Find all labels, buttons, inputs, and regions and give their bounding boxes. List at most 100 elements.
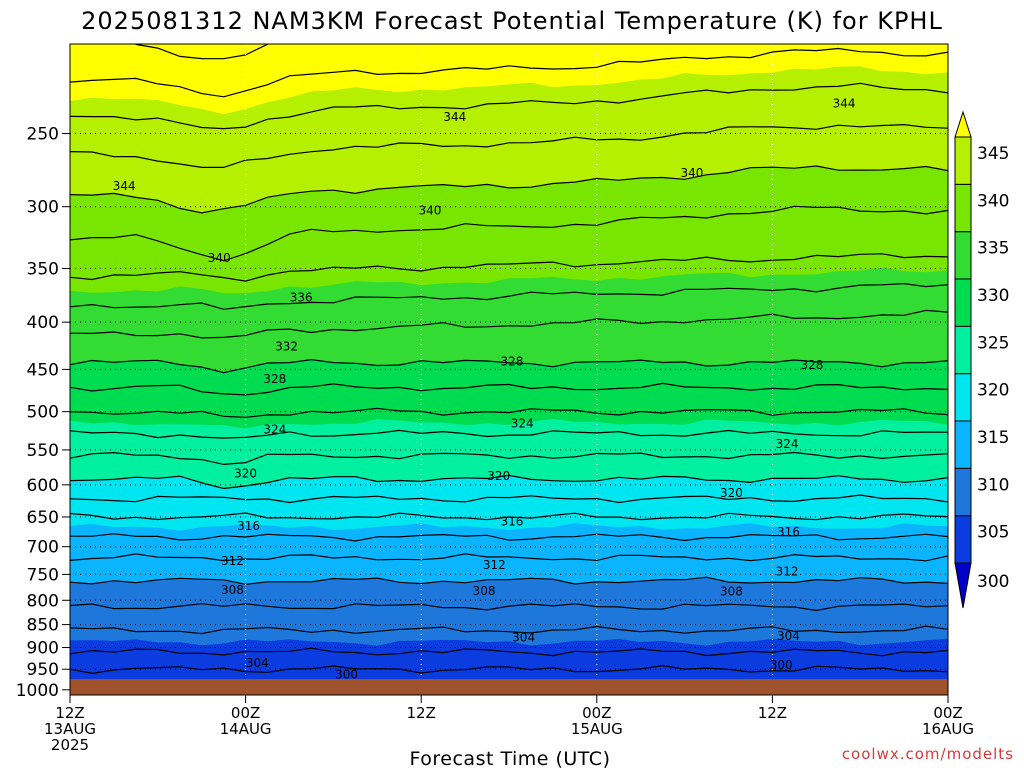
contour-label: 340	[680, 166, 703, 180]
isentrope-line	[70, 533, 949, 542]
x-tick-label: 15AUG	[571, 720, 623, 738]
colorbar-segment	[954, 467, 972, 517]
isentrope-line	[69, 358, 949, 374]
x-tick-label: 12Z	[55, 704, 84, 722]
colorbar-segment	[954, 136, 972, 185]
y-tick-label: 250	[27, 125, 59, 145]
isentrope-line	[69, 494, 949, 504]
y-tick-label: 800	[27, 591, 59, 611]
credit-text: coolwx.com/modelts	[842, 745, 1014, 763]
x-tick-label: 2025	[51, 736, 89, 754]
contour-lines	[69, 43, 949, 675]
contour-label: 308	[221, 583, 244, 597]
isentrope-line	[69, 407, 949, 419]
isentrope-line	[69, 382, 949, 396]
y-tick-label: 700	[27, 538, 59, 558]
isentrope-line	[69, 309, 949, 339]
contour-label: 320	[487, 469, 510, 483]
contour-label: 300	[335, 668, 358, 682]
isentrope-line	[69, 603, 949, 612]
contour-label: 324	[263, 423, 286, 437]
contour-label: 308	[720, 585, 743, 599]
y-tick-label: 500	[27, 403, 59, 423]
y-tick-label: 350	[27, 260, 59, 280]
colorbar-segment	[954, 420, 972, 469]
contour-label: 316	[500, 514, 523, 528]
isentrope-line	[69, 282, 949, 310]
y-tick-label: 400	[27, 313, 59, 333]
contour-label: 324	[511, 417, 534, 431]
y-tick-label: 900	[27, 639, 59, 659]
x-tick-label: 13AUG	[44, 720, 96, 738]
y-tick-label: 1000	[16, 681, 59, 701]
contour-label: 332	[275, 339, 298, 353]
colorbar-label: 330	[977, 286, 1009, 306]
contour-label: 312	[483, 558, 506, 572]
contour-label: 304	[777, 629, 800, 643]
x-tick-label: 16AUG	[922, 720, 974, 738]
colorbar-label: 315	[977, 428, 1009, 448]
y-tick-label: 650	[27, 508, 59, 528]
contour-label: 324	[776, 437, 799, 451]
colorbar-segment	[954, 325, 972, 375]
contour-label: 320	[234, 466, 257, 480]
contour-label: 340	[208, 251, 231, 265]
colorbar-segment	[954, 183, 972, 233]
colorbar-label: 320	[977, 381, 1009, 401]
filled-contour-bands	[70, 44, 948, 679]
isentrope-line	[69, 165, 949, 214]
colorbar-label: 305	[977, 523, 1009, 543]
contour-label: 344	[443, 110, 466, 124]
x-axis-title: Forecast Time (UTC)	[410, 748, 611, 768]
colorbar-extend-max	[954, 110, 972, 138]
contour-label: 344	[833, 97, 856, 111]
colorbar-label: 310	[977, 475, 1009, 495]
isentrope-line	[69, 123, 949, 168]
y-tick-label: 750	[27, 565, 59, 585]
y-tick-label: 550	[27, 441, 59, 461]
contour-labels: 344 344 344 340 340 340 336 332 328 328 328 324 324 3…	[113, 97, 856, 682]
contour-label: 320	[720, 486, 743, 500]
colorbar-segment	[954, 278, 972, 327]
isentrope-line	[69, 451, 949, 466]
isentrope-line	[69, 664, 949, 675]
isentrope-line	[69, 429, 949, 439]
isentrope-line	[69, 205, 949, 262]
colorbar: 345 340 335 330 325 320 315 310 305 300	[954, 110, 1009, 609]
isentrope-line	[69, 576, 949, 585]
contour-label: 304	[246, 656, 269, 670]
x-tick-label: 12Z	[758, 704, 787, 722]
chart-title: 2025081312 NAM3KM Forecast Potential Tem…	[81, 7, 943, 35]
y-tick-label: 450	[27, 360, 59, 380]
colorbar-label: 335	[977, 239, 1009, 259]
y-axis: 250 300 350 400 450 500 550 600 650 700 750 800 850 9…	[16, 125, 70, 701]
contour-label: 308	[473, 584, 496, 598]
x-tick-label: 00Z	[933, 704, 962, 722]
y-tick-label: 850	[27, 616, 59, 636]
contour-label: 340	[419, 204, 442, 218]
colorbar-label: 325	[977, 333, 1009, 353]
contour-label: 328	[500, 354, 523, 368]
colorbar-segment	[954, 373, 972, 422]
contour-label: 328	[263, 372, 286, 386]
isentrope-line	[69, 647, 949, 657]
isentrope-line	[69, 625, 949, 635]
isentrope-line	[69, 47, 949, 98]
x-tick-label: 12Z	[407, 704, 436, 722]
contour-label: 328	[800, 358, 823, 372]
colorbar-label: 340	[977, 191, 1009, 211]
contour-label: 304	[512, 631, 535, 645]
isentrope-line	[69, 474, 949, 490]
colorbar-extend-min	[954, 562, 972, 609]
x-tick-label: 14AUG	[220, 720, 272, 738]
contour-label: 336	[290, 290, 313, 304]
colorbar-label: 345	[977, 144, 1009, 164]
y-tick-label: 950	[27, 660, 59, 680]
contour-label: 344	[113, 179, 136, 193]
y-tick-label: 300	[27, 198, 59, 218]
x-tick-label: 00Z	[231, 704, 260, 722]
colorbar-segment	[954, 231, 972, 280]
colorbar-label: 300	[977, 572, 1009, 592]
